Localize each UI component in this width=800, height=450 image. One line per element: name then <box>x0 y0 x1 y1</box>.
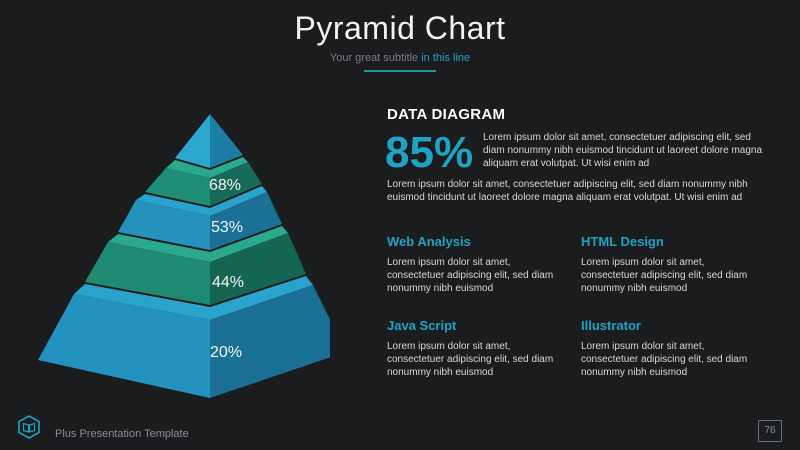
feature-title-java-script: Java Script <box>387 318 457 333</box>
pyramid-level-1-right <box>210 162 262 206</box>
pyramid-diagram <box>38 114 330 398</box>
page-number: 76 <box>758 420 782 442</box>
subtitle-accent: in this line <box>421 52 471 64</box>
feature-text-html-design: Lorem ipsum dolor sit amet, consectetuer… <box>581 257 748 294</box>
pyramid-label-level-1: 68% <box>208 177 242 194</box>
intro-text: Lorem ipsum dolor sit amet, consectetuer… <box>483 132 763 169</box>
subtitle-main: Your great subtitle <box>329 52 422 64</box>
feature-text-web-analysis: Lorem ipsum dolor sit amet, consectetuer… <box>387 257 554 294</box>
book-hexagon-icon <box>18 415 40 439</box>
pyramid-level-4-right <box>210 285 330 398</box>
feature-text-java-script: Lorem ipsum dolor sit amet, consectetuer… <box>387 341 554 378</box>
feature-title-web-analysis: Web Analysis <box>387 234 471 249</box>
pyramid-label-level-2: 53% <box>210 219 244 236</box>
pyramid-level-3-left <box>85 242 210 305</box>
footer-template-name: Plus Presentation Template <box>55 428 189 440</box>
feature-title-illustrator: Illustrator <box>581 318 641 333</box>
pyramid-level-2-top <box>136 186 267 216</box>
pyramid-level-4-top <box>74 276 313 320</box>
pyramid-level-1-left <box>145 168 210 206</box>
pyramid-level-2-left <box>118 200 210 250</box>
title-underline <box>364 70 436 72</box>
feature-text-illustrator: Lorem ipsum dolor sit amet, consectetuer… <box>581 341 748 378</box>
pyramid-label-level-3: 44% <box>211 274 245 291</box>
page-title: Pyramid Chart <box>294 10 506 46</box>
pyramid-label-level-4: 20% <box>209 344 243 361</box>
pyramid-level-4-left <box>38 294 210 398</box>
body-paragraph: Lorem ipsum dolor sit amet, consectetuer… <box>387 179 748 203</box>
feature-title-html-design: HTML Design <box>581 234 664 249</box>
page-subtitle: Your great subtitle in this line <box>0 52 800 64</box>
pyramid-level-3-top <box>108 226 288 262</box>
pyramid-level-1-top <box>166 157 248 178</box>
pyramid-level-3-right <box>210 233 306 305</box>
section-heading: DATA DIAGRAM <box>387 106 506 123</box>
pyramid-tip-left <box>175 114 210 168</box>
big-percentage: 85% <box>385 128 474 177</box>
pyramid-level-2-right <box>210 192 282 250</box>
pyramid-tip-right <box>210 114 243 168</box>
